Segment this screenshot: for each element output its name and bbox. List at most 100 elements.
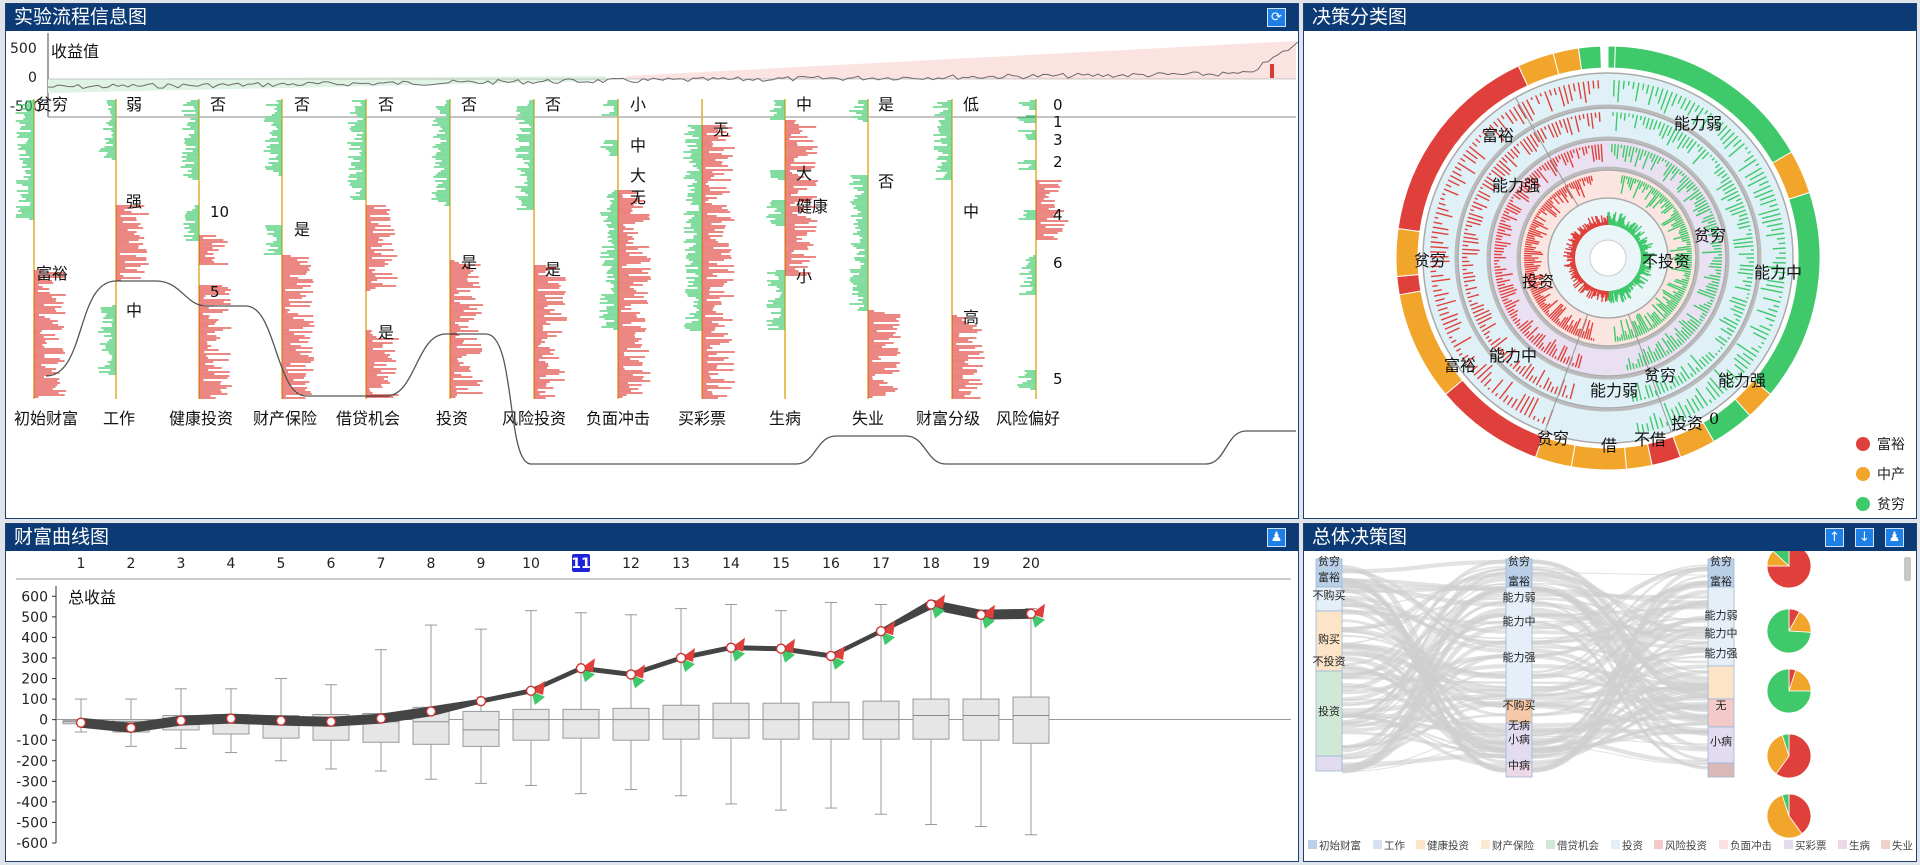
radial-bar	[1571, 265, 1577, 269]
radial-bar	[1510, 398, 1518, 409]
radial-bar	[1677, 245, 1692, 249]
radial-bar	[1492, 336, 1508, 349]
radial-bar	[1488, 172, 1492, 176]
risk-level-label: 5	[1053, 370, 1063, 388]
radial-bar	[1495, 273, 1513, 278]
radial-bar	[1600, 144, 1603, 163]
radial-bar	[1603, 217, 1606, 226]
radial-bar	[1597, 144, 1601, 160]
overall-panel-title: 总体决策图	[1312, 526, 1408, 548]
refresh-icon: ⟳	[1271, 10, 1282, 25]
radial-bar	[1496, 163, 1510, 176]
sankey-link	[1341, 579, 1507, 634]
sort-down-button[interactable]: ↓	[1855, 528, 1874, 547]
radial-bar	[1592, 223, 1596, 228]
column-value-label: 是	[461, 253, 477, 272]
radial-bar	[1704, 225, 1718, 231]
round-number[interactable]: 16	[822, 556, 840, 572]
radial-bar	[1514, 318, 1521, 324]
box-body	[1012, 696, 1050, 744]
radial-bar	[1594, 288, 1598, 297]
round-number[interactable]: 17	[872, 556, 890, 572]
round-number[interactable]: 1	[77, 556, 86, 572]
wealth-panel-title: 财富曲线图	[14, 526, 110, 548]
legend-label: 借贷机会	[1557, 839, 1599, 852]
radial-bar	[1631, 280, 1634, 284]
radial-bar	[1655, 297, 1673, 313]
radial-bar	[1565, 247, 1576, 252]
sankey-node	[1707, 586, 1735, 667]
radial-bar	[1501, 216, 1510, 221]
radial-bar	[1637, 239, 1646, 245]
radial-bar	[1481, 183, 1495, 192]
radial-bar	[1642, 116, 1646, 126]
radial-bar	[1558, 120, 1563, 128]
round-number[interactable]: 10	[522, 556, 540, 572]
radial-bar	[1659, 196, 1667, 204]
round-number[interactable]: 14	[722, 556, 740, 572]
round-number[interactable]: 9	[477, 556, 486, 572]
radial-bar	[1751, 347, 1760, 353]
round-number[interactable]: 20	[1022, 556, 1040, 572]
radial-bar	[1687, 362, 1697, 375]
radial-bar	[1708, 265, 1722, 269]
radial-bar	[1462, 248, 1480, 252]
radial-bar	[1572, 275, 1582, 282]
radial-bar	[1639, 245, 1652, 251]
radial-bar	[1626, 176, 1631, 185]
radial-bar	[1471, 205, 1483, 211]
wealth-person-button[interactable]: ♟	[1267, 528, 1286, 547]
radial-bar	[1746, 296, 1749, 299]
sort-up-button[interactable]: ↑	[1825, 528, 1844, 547]
radial-bar	[1531, 286, 1547, 295]
column-value-label: 小	[796, 267, 812, 286]
round-number[interactable]: 7	[377, 556, 386, 572]
radial-bar	[1581, 331, 1585, 339]
round-number[interactable]: 15	[772, 556, 790, 572]
radial-bar	[1502, 213, 1518, 221]
radial-bar	[1681, 326, 1692, 337]
radial-bar	[1616, 289, 1620, 294]
radial-bar	[1716, 272, 1721, 275]
radial-bar	[1724, 201, 1744, 211]
radial-bar	[1510, 313, 1518, 319]
radial-bar	[1778, 242, 1786, 245]
radial-bar	[1661, 158, 1665, 162]
overall-person-button[interactable]: ♟	[1885, 528, 1904, 547]
radial-bar	[1674, 293, 1682, 300]
ring-label: 能力强	[1718, 371, 1766, 390]
round-number[interactable]: 13	[672, 556, 690, 572]
refresh-button[interactable]: ⟳	[1267, 8, 1286, 27]
pie-slice	[1766, 734, 1790, 775]
radial-bar	[1625, 285, 1631, 294]
scrollbar[interactable]	[1904, 557, 1911, 581]
radial-bar	[1619, 215, 1627, 228]
pie-slice	[1766, 794, 1803, 839]
radial-bar	[1527, 280, 1536, 285]
radial-bar	[1471, 304, 1485, 311]
radial-bar	[1626, 284, 1630, 288]
round-number[interactable]: 6	[327, 556, 336, 572]
radial-bar	[1759, 180, 1769, 187]
radial-bar	[1589, 286, 1592, 290]
round-number[interactable]: 8	[427, 556, 436, 572]
round-number[interactable]: 2	[127, 556, 136, 572]
radial-bar	[1454, 166, 1462, 172]
round-number[interactable]: 3	[177, 556, 186, 572]
radial-bar	[1568, 268, 1578, 273]
round-number[interactable]: 19	[972, 556, 990, 572]
radial-bar	[1650, 187, 1656, 195]
round-number[interactable]: 12	[622, 556, 640, 572]
radial-bar	[1695, 208, 1712, 217]
sankey-node	[1707, 698, 1735, 728]
radial-bar	[1509, 363, 1513, 367]
radial-bar	[1570, 116, 1573, 120]
round-number[interactable]: 5	[277, 556, 286, 572]
round-number-selected[interactable]: 11	[571, 556, 590, 572]
radial-bar	[1579, 233, 1584, 237]
radial-bar	[1731, 296, 1748, 303]
round-number[interactable]: 4	[227, 556, 236, 572]
radial-bar	[1578, 147, 1581, 151]
radial-bar	[1494, 271, 1503, 275]
round-number[interactable]: 18	[922, 556, 940, 572]
